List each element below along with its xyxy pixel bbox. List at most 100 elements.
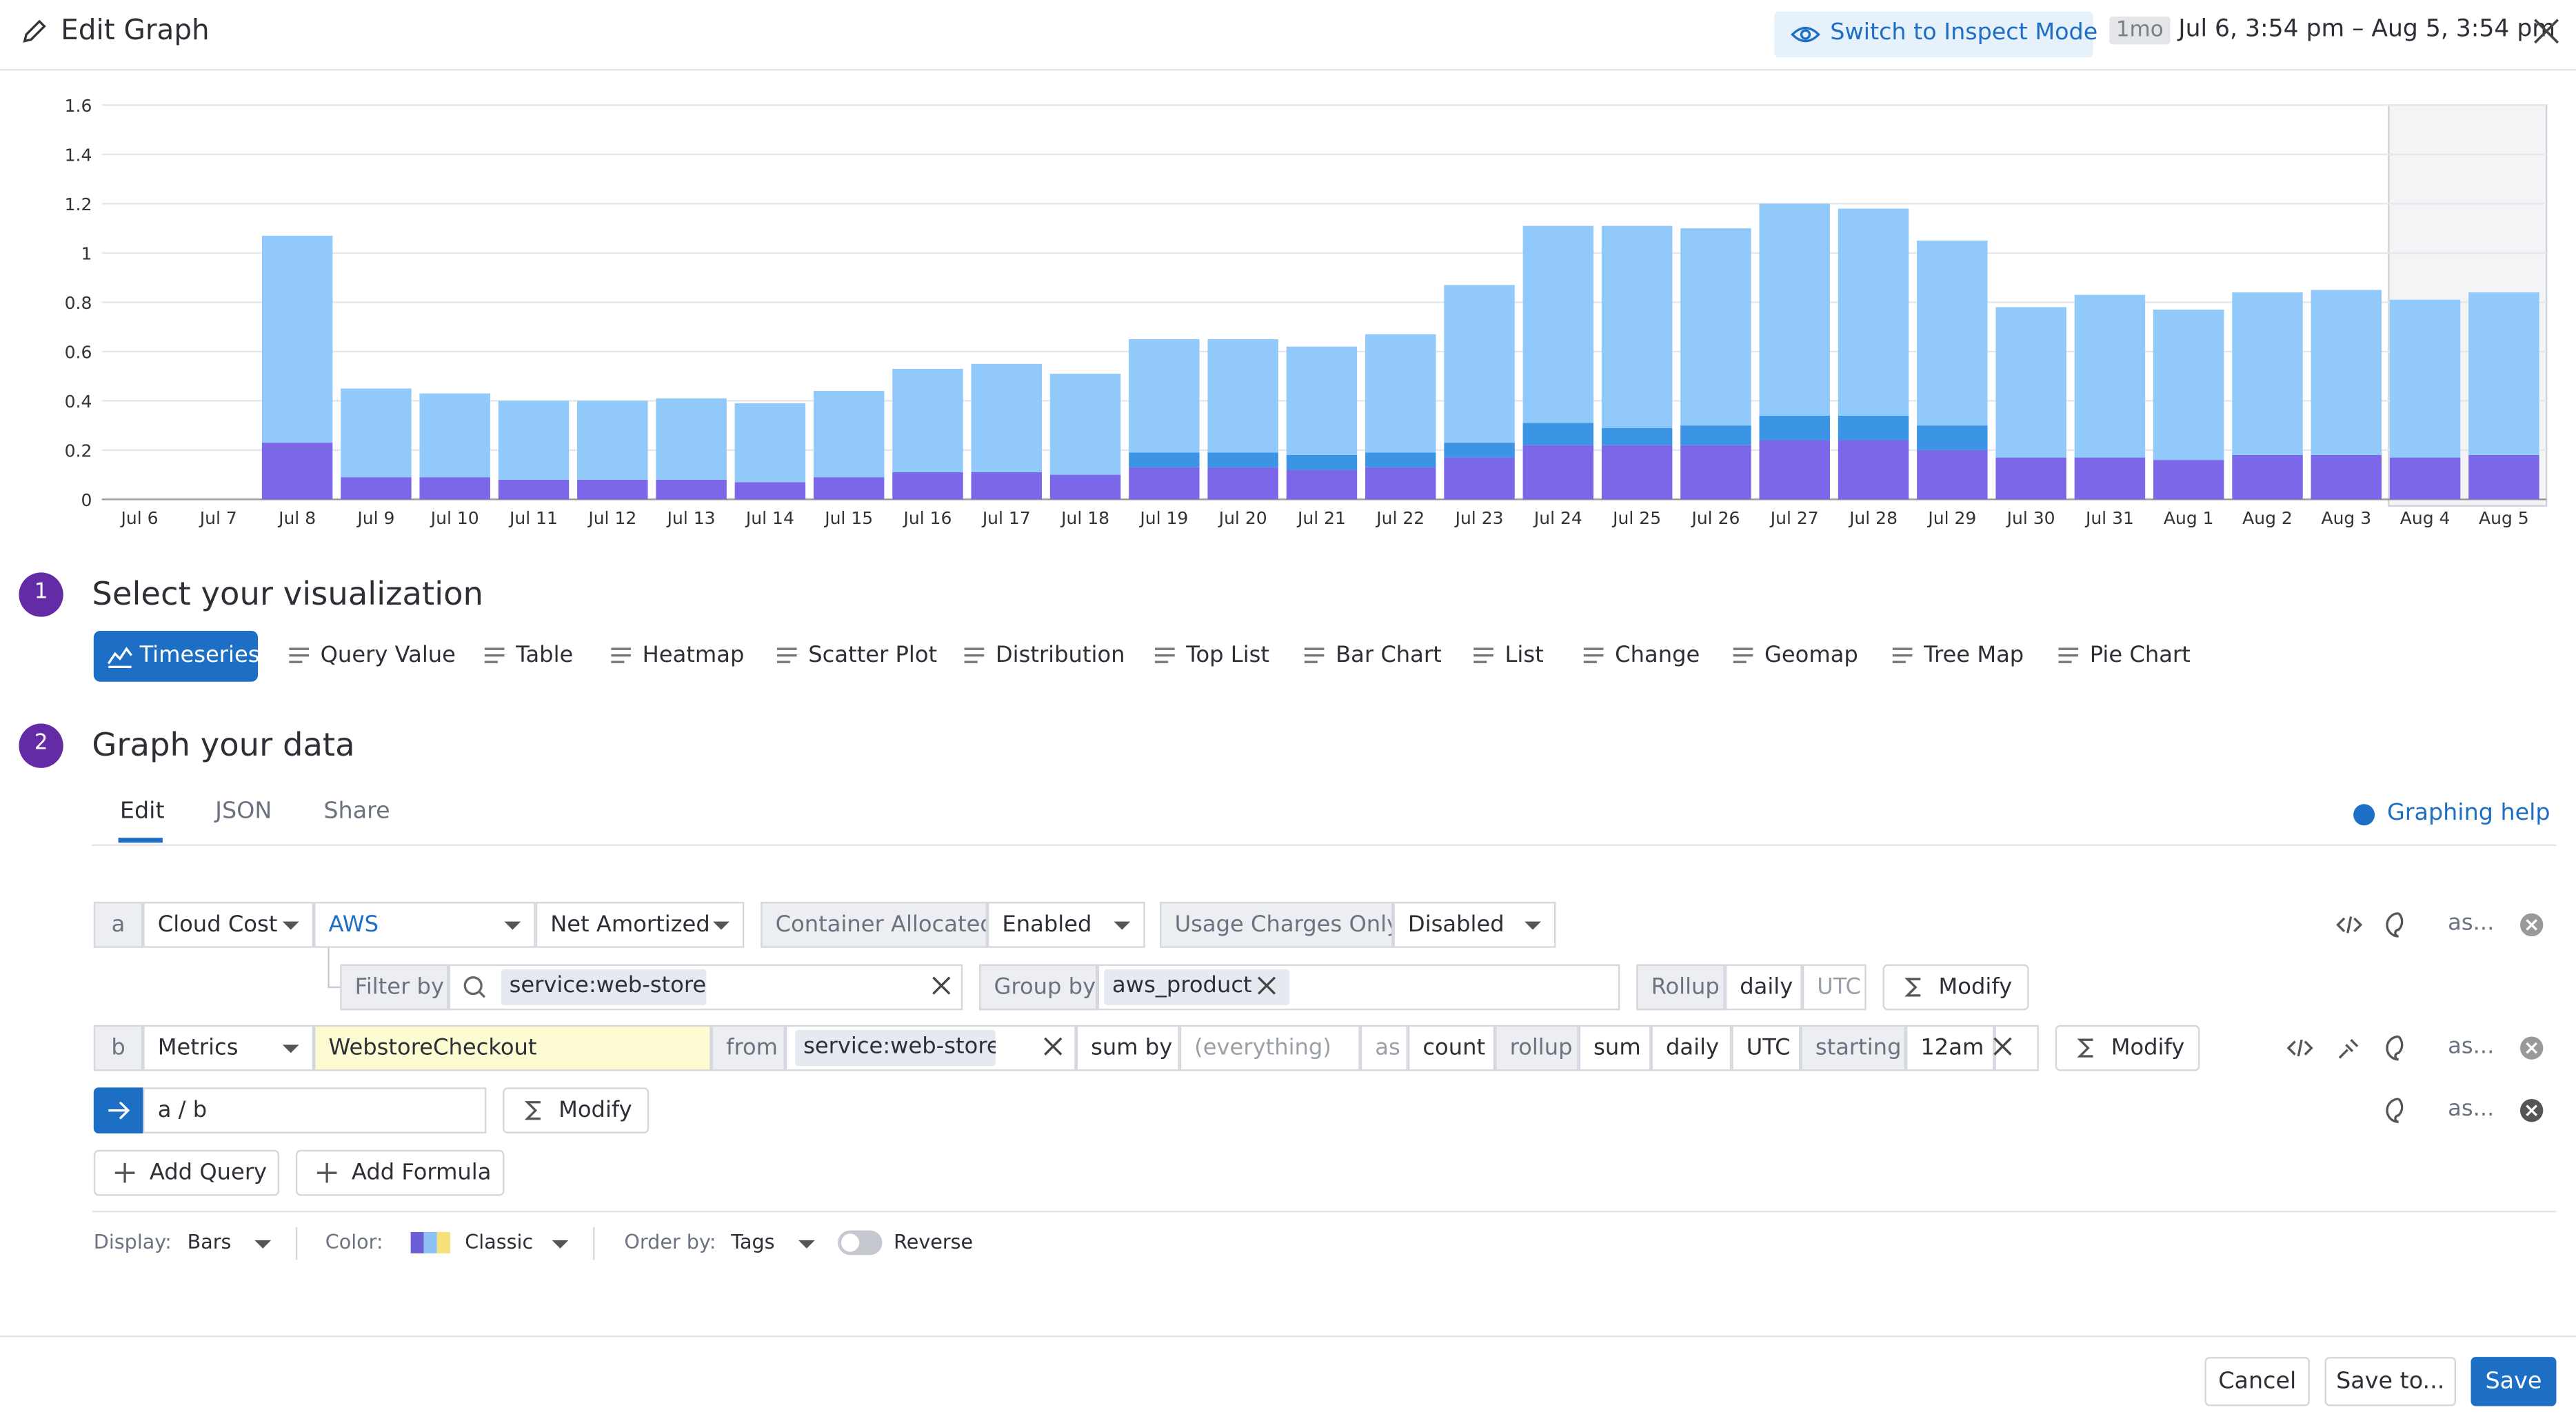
metric[interactable]: WebstoreCheckout [314, 1025, 712, 1071]
x-tick-label: Jul 30 [2006, 508, 2055, 528]
rollup-interval[interactable]: daily [1651, 1025, 1732, 1071]
bar-segment [1365, 467, 1436, 500]
bar-segment [341, 477, 412, 500]
bar-segment [1444, 457, 1515, 500]
bar-segment [1601, 427, 1673, 445]
reverse-toggle[interactable] [838, 1230, 883, 1255]
visualization-button[interactable]: Scatter Plot [808, 642, 938, 669]
reverse[interactable]: Reverse [894, 1230, 974, 1253]
bar-segment [341, 388, 412, 478]
clear-icon [1044, 1037, 1063, 1056]
visualization-button[interactable]: Tree Map [1924, 642, 2024, 669]
bar-segment [1759, 440, 1830, 500]
source[interactable]: Cloud Cost [143, 902, 314, 948]
rollup-method[interactable]: sum [1578, 1025, 1651, 1071]
y-tick-label: 1 [81, 243, 92, 263]
visualization-icon [289, 647, 309, 663]
add-query[interactable]: Add Query [93, 1149, 280, 1196]
modify[interactable]: Modify [2055, 1025, 2200, 1071]
pencil-icon [23, 19, 46, 43]
help-link[interactable]: Graphing help [2386, 800, 2550, 827]
rollup[interactable]: daily [1724, 964, 1802, 1011]
visualization-button[interactable]: Pie Chart [2089, 642, 2191, 669]
visualization-button[interactable]: List [1505, 642, 1544, 669]
timezone[interactable]: UTC [1802, 964, 1866, 1011]
x-tick-label: Jul 16 [903, 508, 952, 528]
visualization-icon [776, 647, 797, 663]
expression[interactable]: a / b [143, 1087, 487, 1134]
aggregator-label[interactable]: sum by [1076, 1025, 1180, 1071]
visualization-button[interactable]: Query Value [320, 642, 456, 669]
eye-icon [1791, 26, 1820, 43]
visualization-button[interactable]: Timeseries [93, 630, 260, 682]
display[interactable]: Bars [187, 1230, 232, 1253]
save-button[interactable]: Save [2471, 1357, 2557, 1406]
x-tick-label: Jul 20 [1218, 508, 1267, 528]
cancel-button[interactable]: Cancel [2204, 1357, 2311, 1406]
bar-segment [1680, 228, 1751, 426]
order[interactable]: Tags [731, 1230, 775, 1253]
cost-type[interactable]: Net Amortized [535, 902, 745, 948]
bar-segment [2074, 457, 2146, 500]
aggregation[interactable]: count [1407, 1025, 1496, 1071]
color-label: Color: [325, 1230, 383, 1253]
bar-segment [261, 235, 333, 443]
x-tick-label: Jul 26 [1690, 508, 1740, 528]
visualization-button[interactable]: Change [1615, 642, 1700, 669]
bar-segment [2074, 294, 2146, 458]
timezone[interactable]: UTC [1731, 1025, 1801, 1071]
save-to-button[interactable]: Save to... [2324, 1357, 2457, 1406]
visualization-button[interactable]: Heatmap [642, 642, 745, 669]
filter[interactable]: service:web-store [501, 969, 707, 1006]
group-label: Group by [979, 964, 1098, 1011]
visualization-button[interactable]: Bar Chart [1336, 642, 1442, 669]
x-tick-label: Jul 7 [199, 508, 237, 528]
visualization-button[interactable]: Top List [1186, 642, 1270, 669]
as-label[interactable]: as [1360, 1025, 1408, 1071]
time-range[interactable]: Jul 6, 3:54 pm – Aug 5, 3:54 pm [2178, 16, 2555, 43]
x-tick-label: Aug 3 [2321, 508, 2371, 528]
visualization-button[interactable]: Table [516, 642, 574, 669]
rollup-label: rollup [1495, 1025, 1579, 1071]
bar-segment [813, 477, 885, 500]
palette-swatch [436, 1231, 450, 1253]
modify[interactable]: Modify [1882, 964, 2029, 1011]
x-tick-label: Jul 28 [1848, 508, 1898, 528]
button-icon [316, 1162, 337, 1183]
bar-segment [2389, 457, 2461, 500]
tab[interactable]: Edit [119, 798, 165, 825]
remove-icon [2519, 1098, 2544, 1122]
tab[interactable]: Share [323, 798, 390, 825]
group[interactable]: aws_product [1104, 969, 1290, 1006]
modify[interactable]: Modify [503, 1087, 650, 1134]
tab[interactable]: JSON [215, 798, 272, 825]
range-badge[interactable]: 1mo [2109, 16, 2171, 45]
bar-segment [1601, 445, 1673, 500]
remove-icon [2519, 913, 2544, 937]
visualization-button[interactable]: Distribution [995, 642, 1125, 669]
usage-value[interactable]: Disabled [1393, 902, 1556, 948]
x-tick-label: Jul 18 [1060, 508, 1109, 528]
visualization-icon [107, 647, 132, 669]
group[interactable]: (everything) [1179, 1025, 1360, 1071]
visualization-button[interactable]: Geomap [1764, 642, 1858, 669]
source[interactable]: Metrics [143, 1025, 314, 1071]
tabs-divider [92, 844, 2557, 847]
color[interactable]: Classic [465, 1230, 534, 1253]
divider [92, 1211, 2557, 1213]
bar-segment [1049, 374, 1121, 475]
bar-segment [1917, 425, 1988, 450]
close-icon[interactable] [2532, 17, 2562, 46]
bar-segment [1444, 285, 1515, 443]
add-formula[interactable]: Add Formula [295, 1149, 505, 1196]
container-value[interactable]: Enabled [987, 902, 1145, 948]
inspect-button[interactable]: Switch to Inspect Mode [1774, 11, 2097, 58]
arrow-icon [108, 1101, 130, 1120]
provider[interactable]: AWS [314, 902, 536, 948]
starting[interactable]: 12am [1905, 1025, 1995, 1071]
visualization-icon [1583, 647, 1604, 663]
x-tick-label: Jul 10 [430, 508, 479, 528]
filter[interactable]: service:web-store [795, 1029, 996, 1067]
header-divider [0, 69, 2576, 71]
clear-icon [1257, 976, 1276, 995]
